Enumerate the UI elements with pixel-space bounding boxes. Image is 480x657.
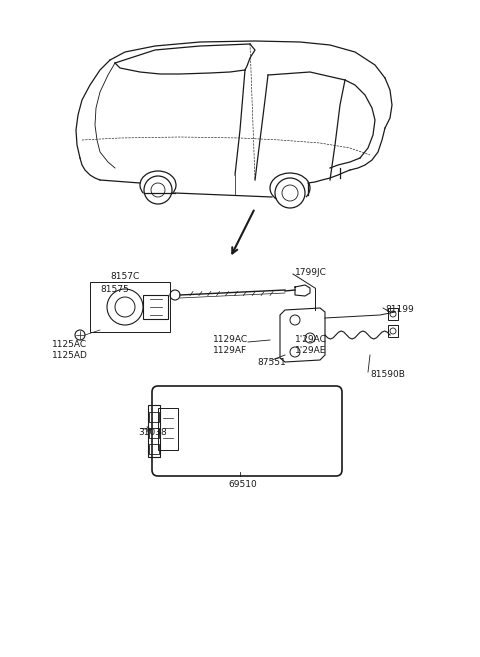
Text: 1125AD: 1125AD xyxy=(52,351,88,360)
Bar xyxy=(149,444,159,454)
Bar xyxy=(149,428,159,438)
Text: 1'29AE: 1'29AE xyxy=(295,346,326,355)
Bar xyxy=(90,282,170,332)
Text: 8157C: 8157C xyxy=(110,272,139,281)
Text: 1129AF: 1129AF xyxy=(213,346,247,355)
Bar xyxy=(148,405,160,457)
Text: 69510: 69510 xyxy=(228,480,257,489)
Text: 87551: 87551 xyxy=(257,358,286,367)
Text: 1129AC: 1129AC xyxy=(213,335,248,344)
Text: 81590B: 81590B xyxy=(370,370,405,379)
Text: 1799JC: 1799JC xyxy=(295,268,327,277)
Bar xyxy=(388,308,398,320)
Text: 81199: 81199 xyxy=(385,305,414,314)
Bar xyxy=(149,412,159,422)
Bar xyxy=(158,408,178,450)
Bar xyxy=(143,295,168,319)
Text: 31038: 31038 xyxy=(138,428,167,437)
Bar xyxy=(388,325,398,337)
Text: 81575: 81575 xyxy=(100,285,129,294)
Text: 1125AC: 1125AC xyxy=(52,340,87,349)
Text: 1'29AC: 1'29AC xyxy=(295,335,327,344)
